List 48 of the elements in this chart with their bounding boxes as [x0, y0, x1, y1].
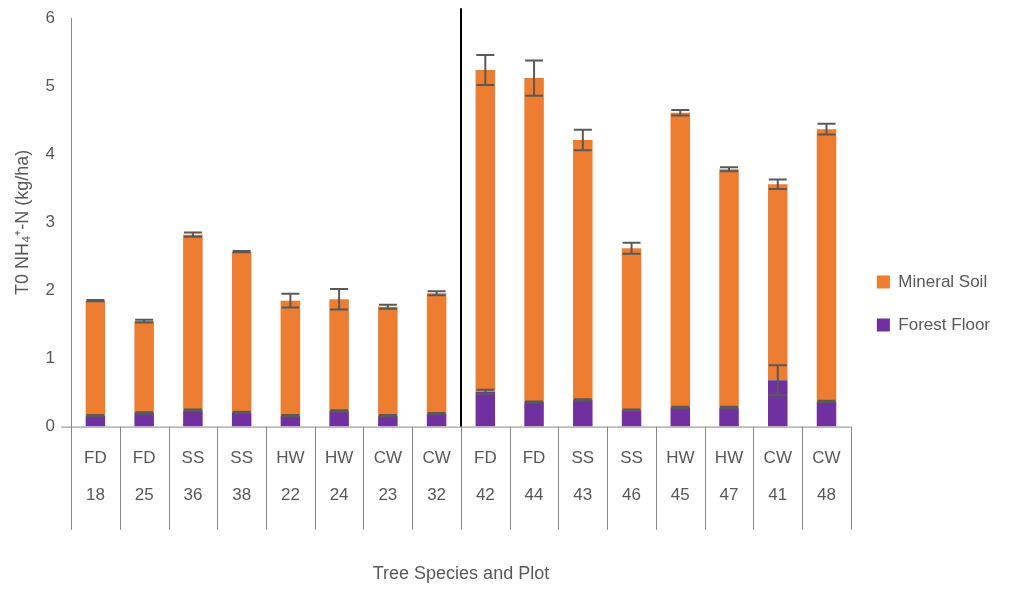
x-tick-label: CW 41	[763, 447, 792, 505]
x-tick-label: HW 47	[714, 447, 744, 505]
x-tick-label: SS 36	[181, 447, 205, 505]
bar	[621, 248, 642, 411]
bar	[768, 184, 788, 381]
x-tick-label: CW 32	[422, 447, 451, 505]
y-tick-label: 0	[45, 416, 56, 436]
bar	[426, 293, 447, 414]
bar	[816, 129, 837, 402]
bar	[475, 391, 496, 427]
bar	[134, 321, 154, 413]
y-axis-title: T0 NH₄⁺-N (kg/ha)	[11, 149, 32, 296]
bar	[475, 69, 496, 392]
x-tick-label: CW 48	[812, 447, 841, 505]
x-tick-label: HW 24	[324, 447, 354, 505]
legend-label: Forest Floor	[898, 314, 991, 334]
bar	[231, 251, 252, 413]
bar	[329, 299, 349, 411]
bar	[573, 140, 593, 401]
x-tick-label: FD 18	[84, 447, 107, 505]
y-tick-label: 3	[45, 212, 56, 232]
bar	[183, 234, 203, 411]
x-tick-label: HW 45	[666, 447, 695, 505]
x-axis-title: Tree Species and Plot	[372, 563, 550, 584]
bar	[719, 407, 739, 427]
bar	[378, 306, 398, 416]
bar	[280, 300, 301, 416]
bar	[85, 300, 106, 416]
bar	[573, 400, 593, 427]
bar	[719, 169, 739, 408]
y-tick-label: 1	[45, 348, 56, 368]
x-tick-label: HW 22	[276, 447, 305, 505]
x-tick-label: SS 46	[620, 447, 643, 505]
bar	[670, 112, 691, 408]
y-tick-label: 5	[45, 75, 56, 95]
legend-label: Mineral Soil	[898, 271, 988, 291]
bar	[768, 380, 788, 427]
y-tick-label: 2	[45, 280, 56, 300]
bar	[524, 78, 544, 403]
y-tick-label: 4	[45, 144, 56, 164]
x-tick-label: FD 25	[132, 447, 156, 505]
x-tick-label: FD 42	[473, 447, 497, 505]
x-tick-label: SS 43	[571, 447, 595, 505]
x-tick-label: SS 38	[230, 447, 253, 505]
bar	[524, 402, 544, 427]
y-tick-label: 6	[45, 7, 56, 27]
x-tick-label: CW 23	[373, 447, 403, 505]
x-tick-label: FD 44	[522, 447, 546, 505]
